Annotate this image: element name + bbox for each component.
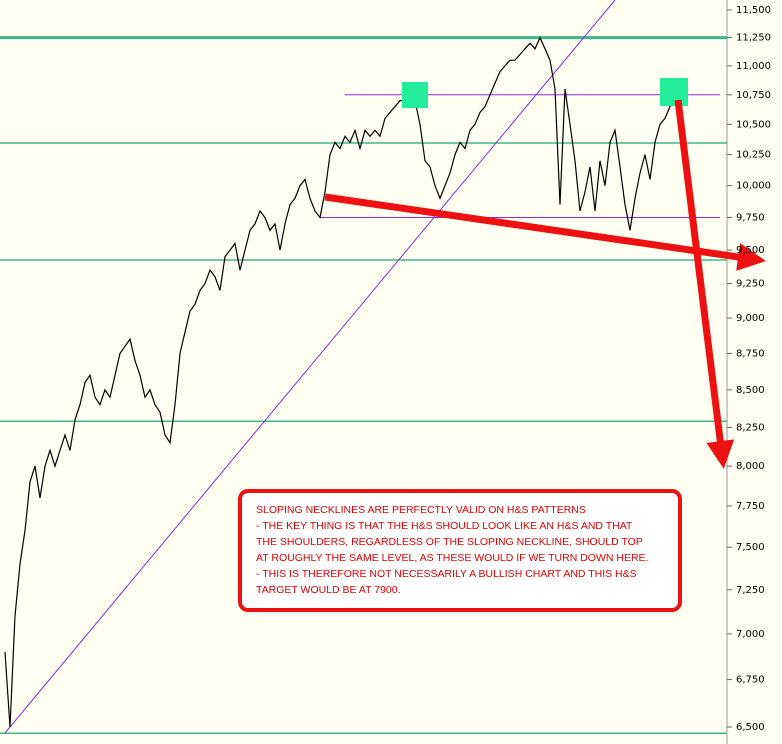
target-arrow (674, 99, 735, 469)
y-tick-label: 7,500 (736, 542, 765, 553)
y-tick-label: 9,750 (736, 212, 765, 223)
right-shoulder-box (660, 78, 688, 106)
y-tick-label: 8,750 (736, 348, 765, 359)
y-tick-label: 7,250 (736, 585, 765, 596)
annotation-line: SLOPING NECKLINES ARE PERFECTLY VALID ON… (256, 504, 586, 516)
y-tick-label: 10,750 (736, 90, 771, 101)
annotation-line: THE SHOULDERS, REGARDLESS OF THE SLOPING… (256, 536, 643, 548)
price-line (4, 36, 676, 728)
y-tick-label: 6,500 (736, 722, 765, 733)
neckline-arrow (324, 193, 766, 271)
trendline (4, 0, 616, 734)
y-tick-label: 10,500 (736, 119, 771, 130)
annotation-line: AT ROUGHLY THE SAME LEVEL, AS THESE WOUL… (256, 552, 648, 564)
y-tick-label: 7,000 (736, 629, 765, 640)
y-tick-label: 8,000 (736, 461, 765, 472)
annotation-line: - THIS IS THEREFORE NOT NECESSARILY A BU… (256, 568, 637, 580)
y-tick-label: 9,000 (736, 313, 765, 324)
y-tick-label: 11,000 (736, 61, 771, 72)
annotation-line: - THE KEY THING IS THAT THE H&S SHOULD L… (256, 520, 633, 532)
y-tick-label: 10,250 (736, 150, 771, 161)
y-tick-label: 11,250 (736, 33, 771, 44)
y-tick-label: 8,500 (736, 385, 765, 396)
plot-background (0, 0, 727, 744)
annotation-line: TARGET WOULD BE AT 7900. (256, 584, 401, 596)
left-shoulder-box (402, 82, 428, 108)
y-tick-label: 6,750 (736, 675, 765, 686)
y-tick-label: 9,250 (736, 279, 765, 290)
axis-background (727, 0, 782, 744)
y-tick-label: 7,750 (736, 501, 765, 512)
y-tick-label: 8,250 (736, 422, 765, 433)
y-tick-label: 11,500 (736, 5, 771, 16)
annotation-box (238, 489, 682, 612)
y-tick-label: 9,500 (736, 245, 765, 256)
y-tick-label: 10,000 (736, 181, 771, 192)
